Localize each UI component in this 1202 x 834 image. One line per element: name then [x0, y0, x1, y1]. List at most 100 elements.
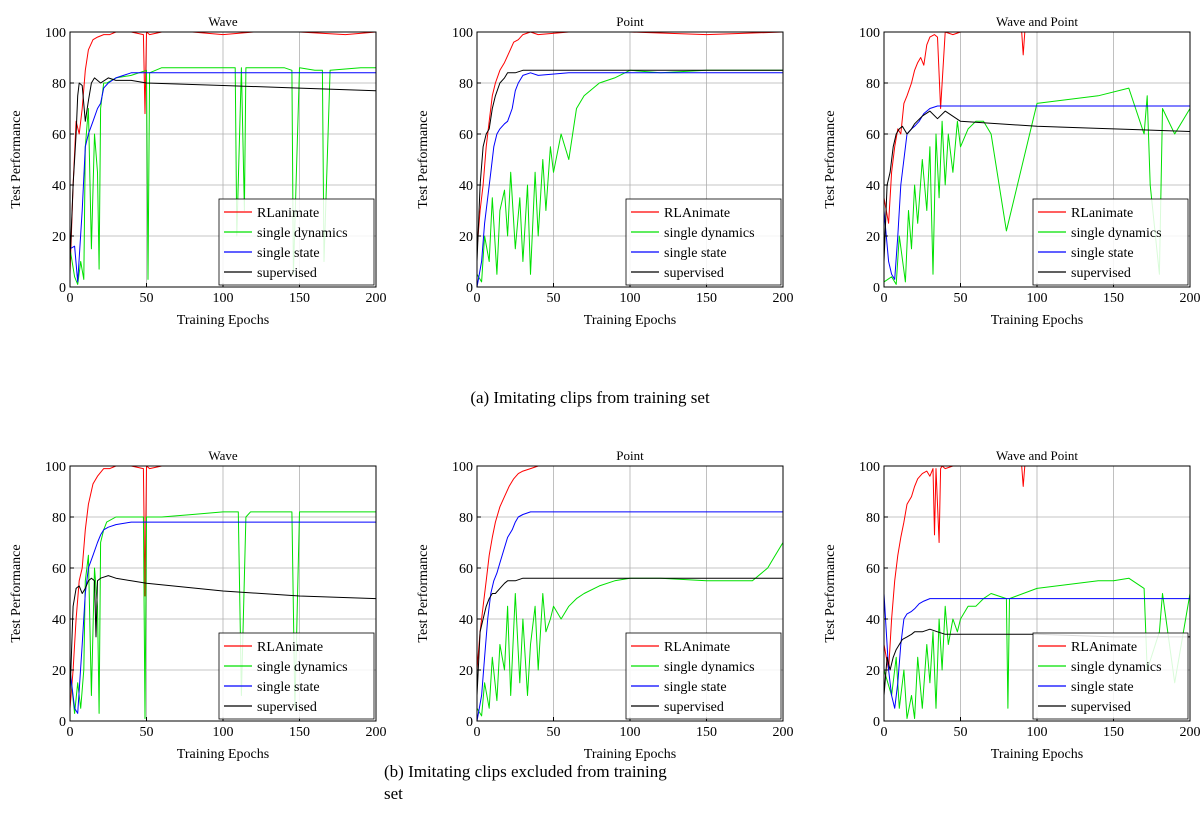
- chart-title: Point: [616, 14, 644, 29]
- y-tick-label: 100: [859, 26, 880, 41]
- chart-5: 0 50 100 150 200 0 20 40 60 80 100 Point Training Ep…: [416, 448, 794, 762]
- y-tick-label: 80: [866, 77, 880, 92]
- legend-box: [218, 198, 375, 286]
- x-tick-label: 100: [620, 291, 641, 306]
- legend-entry-dyn: single dynamics: [257, 660, 348, 675]
- series-line-state: [883, 105, 1190, 280]
- legend-entry-dyn: single dynamics: [257, 226, 348, 241]
- chart-title: Wave and Point: [996, 14, 1078, 29]
- legend-entry-state: single state: [1071, 680, 1134, 695]
- y-tick-label: 40: [459, 613, 473, 628]
- legend-entry-rl: RLAnimate: [257, 640, 323, 655]
- series-line-sup: [476, 577, 783, 696]
- y-tick-label: 80: [459, 77, 473, 92]
- y-tick-label: 20: [459, 230, 473, 245]
- x-tick-label: 0: [474, 725, 481, 740]
- x-tick-label: 200: [773, 725, 794, 740]
- chart-title: Wave and Point: [996, 448, 1078, 463]
- legend-entry-state: single state: [257, 680, 320, 695]
- series-line-state: [69, 72, 376, 283]
- legend: RLAnimate single dynamics single state supe…: [218, 632, 375, 720]
- y-tick-label: 0: [466, 715, 473, 730]
- x-tick-label: 200: [1180, 725, 1201, 740]
- legend-entry-sup: supervised: [664, 700, 724, 715]
- y-axis-label: Test Performance: [9, 544, 24, 642]
- series-line-sup: [883, 628, 1190, 696]
- x-tick-label: 0: [67, 725, 74, 740]
- y-tick-label: 0: [873, 715, 880, 730]
- chart-4: 0 50 100 150 200 0 20 40 60 80 100 Wave Training Epo…: [9, 448, 387, 762]
- series-line-dyn: [883, 577, 1191, 719]
- y-axis-label: Test Performance: [9, 110, 24, 208]
- y-tick-label: 20: [52, 230, 66, 245]
- y-axis-label: Test Performance: [823, 544, 838, 642]
- y-axis-label: Test Performance: [416, 110, 431, 208]
- legend-box: [218, 632, 375, 720]
- x-tick-label: 150: [696, 725, 717, 740]
- y-tick-label: 20: [866, 230, 880, 245]
- x-axis-label: Training Epochs: [177, 747, 269, 762]
- y-axis-label: Test Performance: [416, 544, 431, 642]
- x-tick-label: 100: [1027, 725, 1048, 740]
- series-line-rl: [69, 465, 376, 709]
- x-axis-label: Training Epochs: [177, 313, 269, 328]
- chart-6: 0 50 100 150 200 0 20 40 60 80 100 Wave and Point Tr…: [823, 448, 1201, 762]
- legend: RLAnimate single dynamics single state supe…: [1032, 632, 1189, 720]
- x-tick-label: 150: [289, 725, 310, 740]
- y-tick-label: 60: [52, 128, 66, 143]
- x-tick-label: 200: [1180, 291, 1201, 306]
- x-tick-label: 200: [366, 291, 387, 306]
- x-tick-label: 0: [881, 725, 888, 740]
- x-tick-label: 50: [140, 291, 154, 306]
- y-tick-label: 100: [859, 460, 880, 475]
- x-tick-label: 200: [366, 725, 387, 740]
- y-tick-label: 60: [459, 128, 473, 143]
- legend-box: [625, 198, 782, 286]
- y-tick-label: 60: [866, 562, 880, 577]
- y-tick-label: 0: [59, 281, 66, 296]
- x-axis-label: Training Epochs: [584, 747, 676, 762]
- x-axis-label: Training Epochs: [991, 747, 1083, 762]
- legend-entry-dyn: single dynamics: [664, 226, 755, 241]
- legend-entry-dyn: single dynamics: [1071, 660, 1162, 675]
- caption-b-line1: (b) Imitating clips excluded from traini…: [384, 762, 667, 781]
- y-tick-label: 60: [866, 128, 880, 143]
- series-line-dyn: [883, 87, 1191, 285]
- y-tick-label: 20: [459, 664, 473, 679]
- y-tick-label: 100: [45, 460, 66, 475]
- y-tick-label: 20: [866, 664, 880, 679]
- series-line-state: [69, 521, 376, 714]
- legend-box: [1032, 198, 1189, 286]
- chart-2: 0 50 100 150 200 0 20 40 60 80 100 Point Training Ep…: [416, 14, 794, 328]
- legend: RLAnimate single dynamics single state supe…: [625, 198, 782, 286]
- series-line-rl: [883, 465, 1190, 671]
- x-tick-label: 150: [289, 291, 310, 306]
- y-tick-label: 0: [59, 715, 66, 730]
- series-line-dyn: [476, 69, 783, 283]
- legend-entry-sup: supervised: [1071, 700, 1131, 715]
- series-line-dyn: [69, 511, 376, 719]
- x-tick-label: 150: [1103, 725, 1124, 740]
- x-axis-label: Training Epochs: [991, 313, 1083, 328]
- series-line-sup: [476, 69, 783, 262]
- chart-title: Point: [616, 448, 644, 463]
- x-tick-label: 50: [954, 291, 968, 306]
- series-line-state: [476, 72, 783, 288]
- legend-entry-rl: RLAnimate: [1071, 640, 1137, 655]
- series-line-state: [883, 593, 1190, 709]
- legend-entry-sup: supervised: [664, 266, 724, 281]
- legend-entry-dyn: single dynamics: [664, 660, 755, 675]
- y-tick-label: 80: [52, 511, 66, 526]
- y-tick-label: 80: [866, 511, 880, 526]
- x-tick-label: 0: [67, 291, 74, 306]
- caption-b-line2: set: [384, 784, 403, 803]
- x-tick-label: 50: [547, 725, 561, 740]
- x-axis-label: Training Epochs: [584, 313, 676, 328]
- y-tick-label: 20: [52, 664, 66, 679]
- y-tick-label: 100: [452, 460, 473, 475]
- legend-box: [1032, 632, 1189, 720]
- series-line-state: [476, 511, 783, 722]
- y-tick-label: 100: [45, 26, 66, 41]
- legend: RLanimate single dynamics single state supe…: [1032, 198, 1189, 286]
